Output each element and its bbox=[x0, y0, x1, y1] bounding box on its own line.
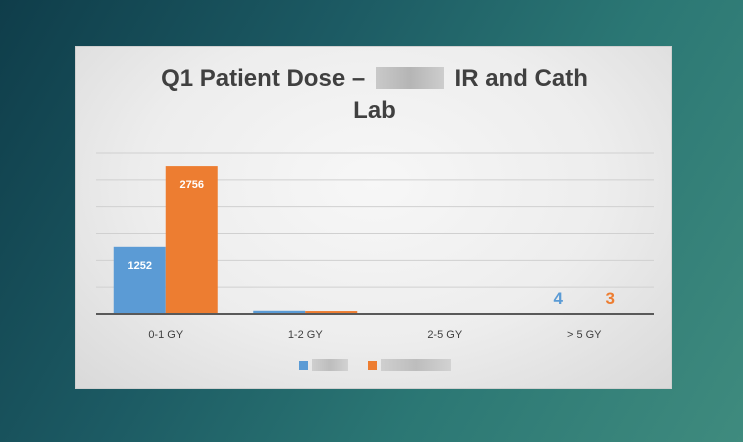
legend-label-series-b bbox=[380, 359, 451, 371]
data-label-series-1-3: 4 bbox=[554, 289, 564, 308]
data-label-series-1-0: 1252 bbox=[128, 260, 152, 272]
data-label-series-2-3: 3 bbox=[606, 289, 615, 308]
chart-title-line2: Lab bbox=[353, 97, 396, 124]
legend-swatch-series-b bbox=[367, 360, 377, 370]
x-tick-label: 2-5 GY bbox=[427, 329, 463, 341]
x-tick-label: > 5 GY bbox=[567, 329, 602, 341]
legend-label-series-a bbox=[311, 359, 348, 371]
chart-title: Q1 Patient Dose – IR and Cath Lab bbox=[76, 63, 673, 127]
chart-title-part1: Q1 Patient Dose – bbox=[161, 65, 366, 92]
bar-series-2-1 bbox=[305, 311, 358, 314]
chart-slide: Q1 Patient Dose – IR and Cath Lab 1252 27… bbox=[75, 46, 672, 389]
legend bbox=[76, 359, 673, 371]
x-tick-label: 0-1 GY bbox=[148, 329, 184, 341]
chart-title-part2: IR and Cath bbox=[454, 65, 588, 92]
bar-series-2-0 bbox=[165, 166, 218, 314]
legend-item-series-a bbox=[298, 359, 348, 371]
x-tick-label: 1-2 GY bbox=[288, 329, 324, 341]
data-label-series-2-0: 2756 bbox=[180, 179, 204, 191]
redacted-block bbox=[375, 67, 444, 89]
bar-chart: 1252 2756 0-1 GY 1-2 GY 2-5 GY 4 3 > 5 GY bbox=[96, 152, 654, 341]
bar-series-1-1 bbox=[253, 310, 306, 314]
legend-swatch-series-a bbox=[298, 360, 308, 370]
bar-series-1-0 bbox=[113, 246, 166, 314]
chart-title-line1: Q1 Patient Dose – IR and Cath bbox=[76, 63, 673, 95]
legend-item-series-b bbox=[367, 359, 451, 371]
